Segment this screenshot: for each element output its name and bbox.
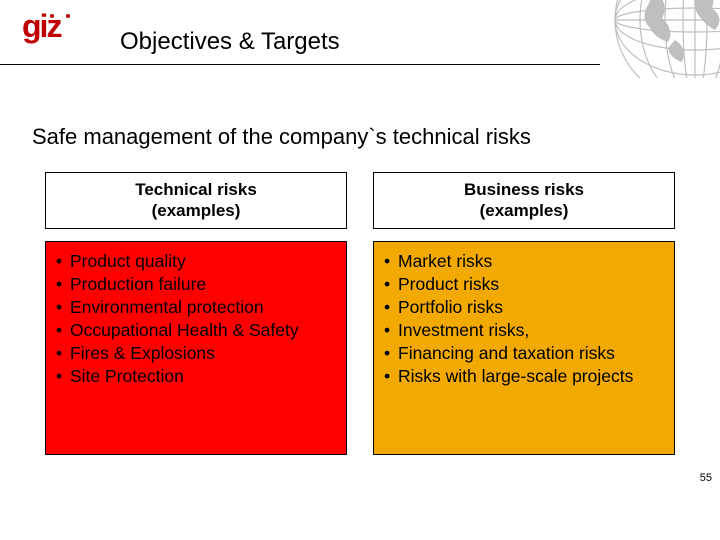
logo-dot xyxy=(66,14,70,18)
page-number: 55 xyxy=(700,472,712,484)
logo: giz xyxy=(22,10,82,50)
panel-technical-body: Product quality Production failure Envir… xyxy=(45,241,347,455)
globe-icon xyxy=(600,0,720,78)
panel-technical: Technical risks (examples) Product quali… xyxy=(45,172,347,455)
list-item: Site Protection xyxy=(56,365,336,388)
panels-row: Technical risks (examples) Product quali… xyxy=(45,172,675,455)
list-item: Market risks xyxy=(384,250,664,273)
list-item: Product quality xyxy=(56,250,336,273)
slide-subtitle: Safe management of the company`s technic… xyxy=(32,124,531,150)
panel-business-header: Business risks (examples) xyxy=(373,172,675,229)
list-item: Investment risks, xyxy=(384,319,664,342)
logo-dot xyxy=(50,14,54,18)
panel-technical-title-2: (examples) xyxy=(152,201,241,220)
list-item: Fires & Explosions xyxy=(56,342,336,365)
panel-business: Business risks (examples) Market risks P… xyxy=(373,172,675,455)
slide-title: Objectives & Targets xyxy=(120,28,340,56)
list-item: Portfolio risks xyxy=(384,296,664,319)
panel-technical-title-1: Technical risks xyxy=(135,180,257,199)
slide-header: giz Objectives & Targets xyxy=(0,0,720,78)
list-item: Financing and taxation risks xyxy=(384,342,664,365)
list-item: Occupational Health & Safety xyxy=(56,319,336,342)
logo-dots xyxy=(50,14,70,18)
panel-business-title-2: (examples) xyxy=(480,201,569,220)
panel-technical-header: Technical risks (examples) xyxy=(45,172,347,229)
panel-business-body: Market risks Product risks Portfolio ris… xyxy=(373,241,675,455)
panel-business-title-1: Business risks xyxy=(464,180,584,199)
list-item: Production failure xyxy=(56,273,336,296)
list-item: Environmental protection xyxy=(56,296,336,319)
list-item: Product risks xyxy=(384,273,664,296)
header-rule xyxy=(0,64,600,65)
list-item: Risks with large-scale projects xyxy=(384,365,664,388)
